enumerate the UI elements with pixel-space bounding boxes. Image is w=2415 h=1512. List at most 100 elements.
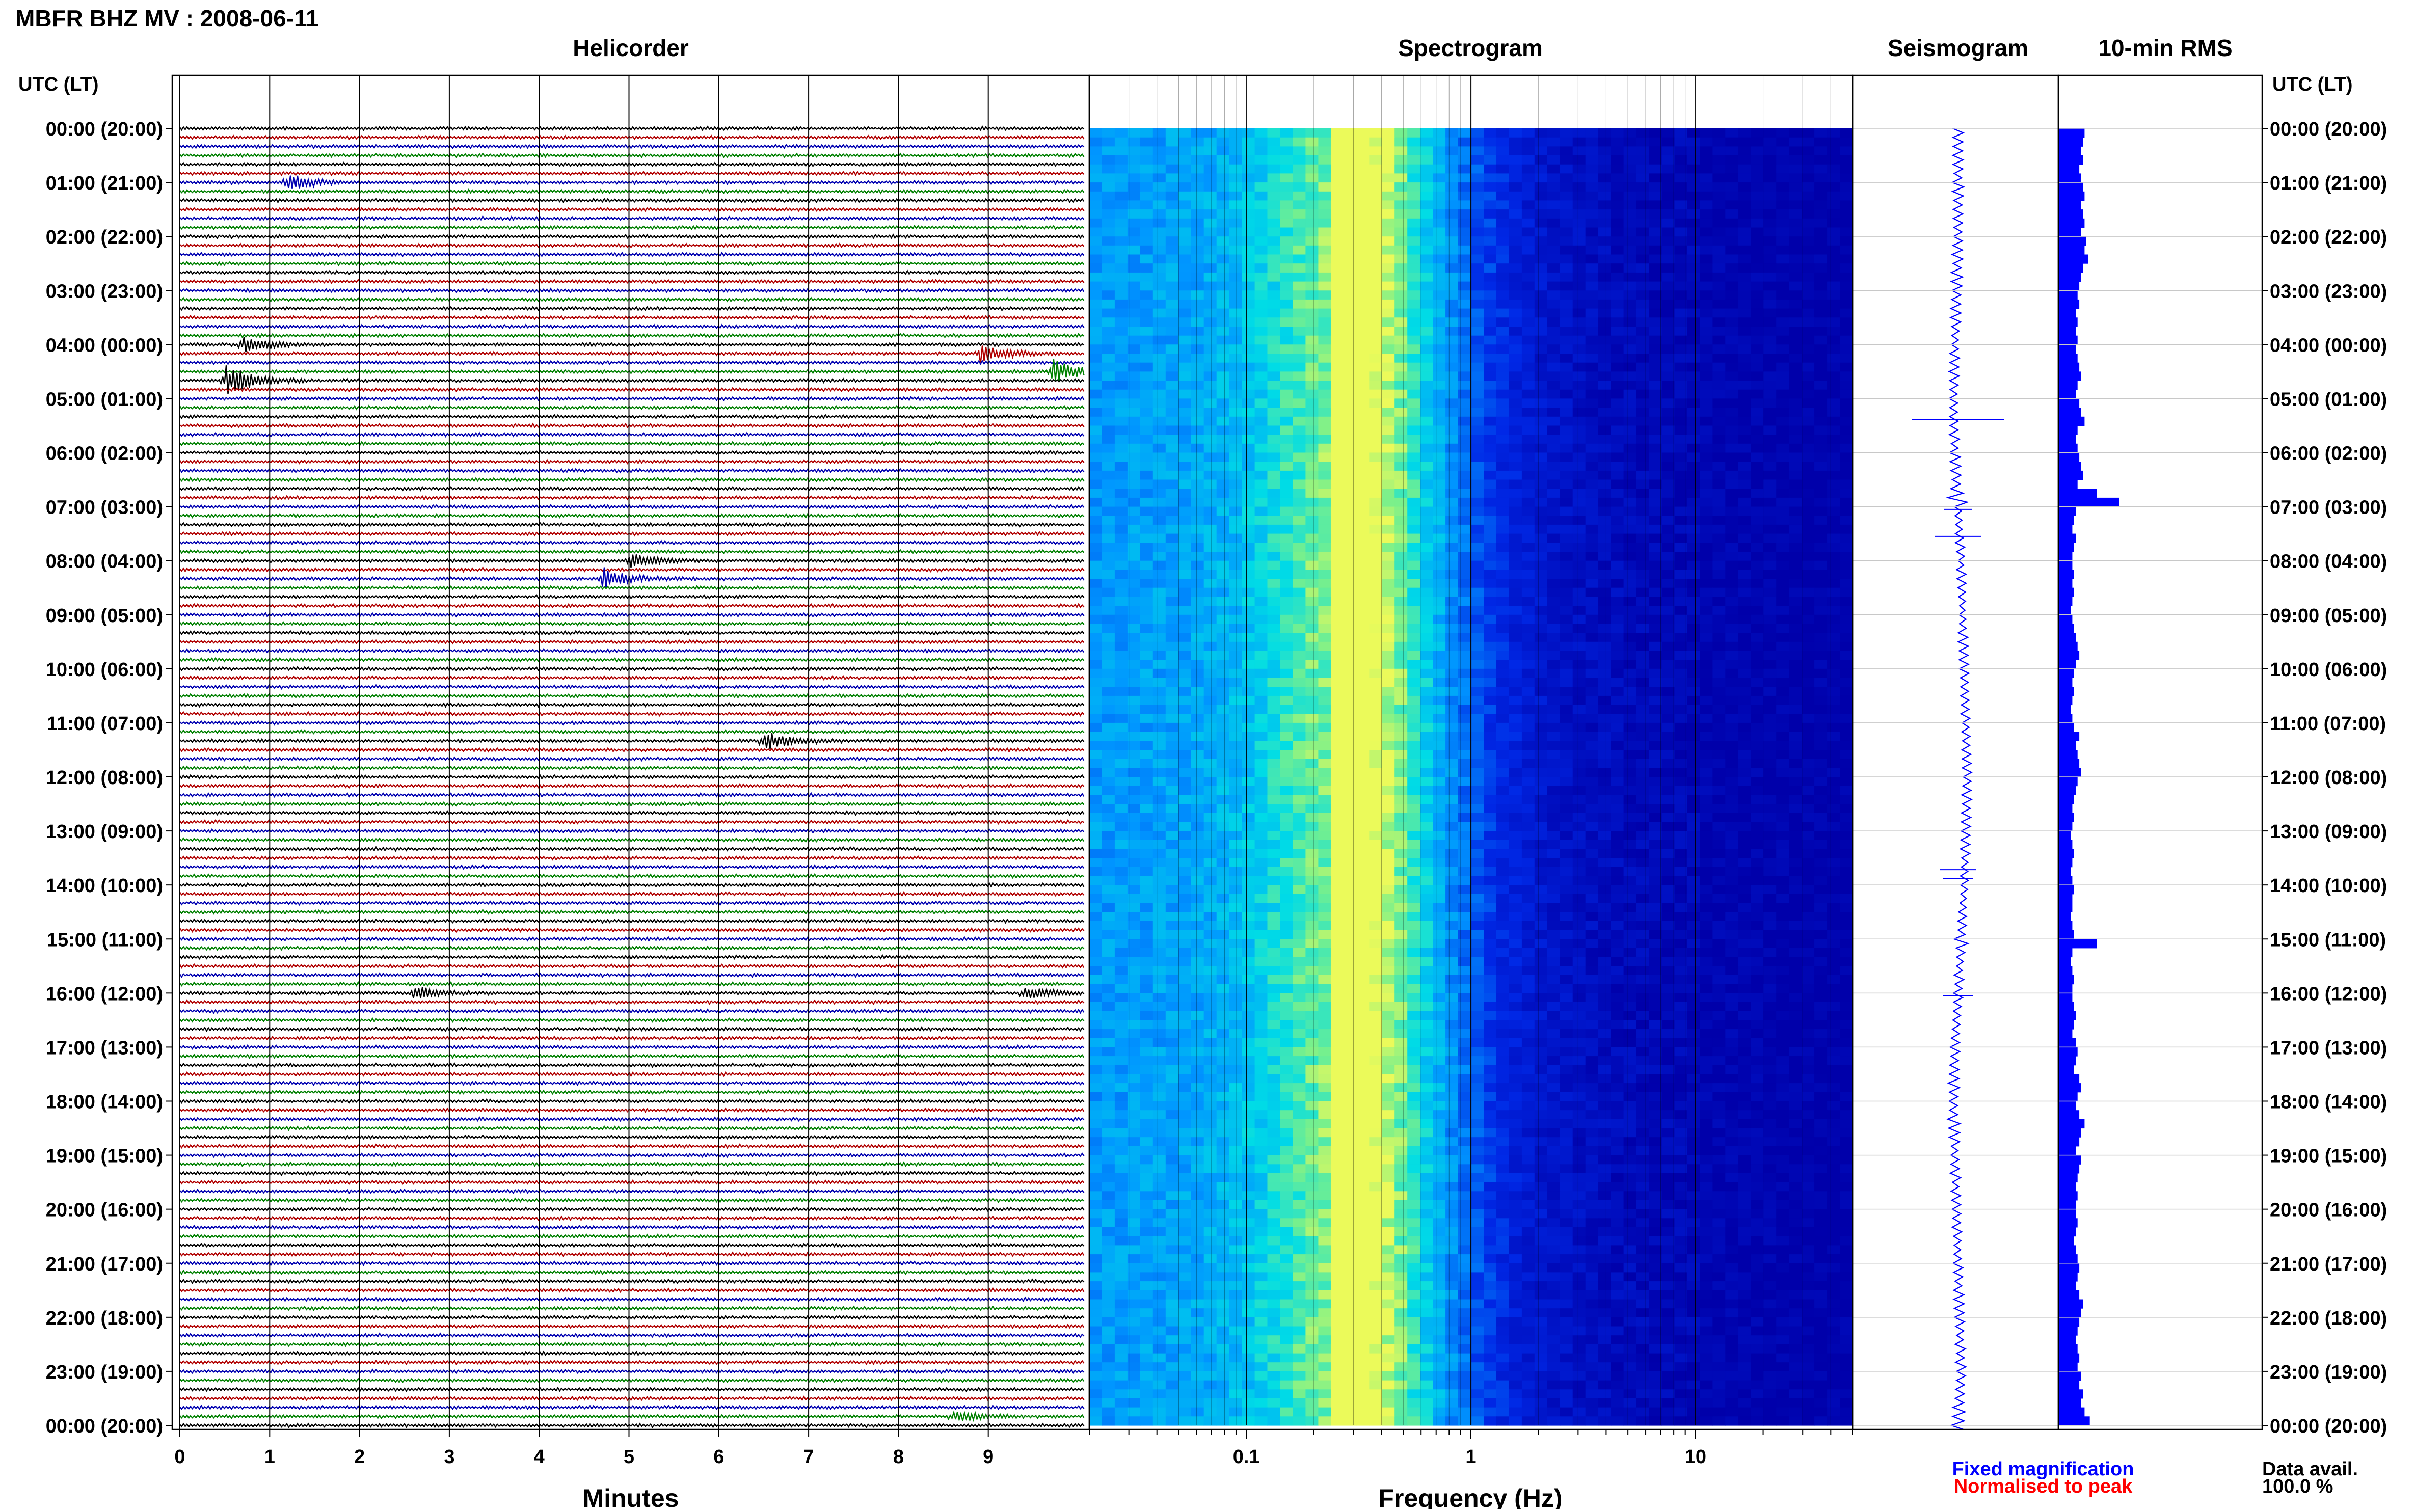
spectrogram-cell bbox=[1127, 516, 1141, 525]
spectrogram-cell bbox=[1763, 155, 1777, 165]
spectrogram-cell bbox=[1776, 335, 1789, 345]
spectrogram-cell bbox=[1712, 543, 1726, 552]
spectrogram-cell bbox=[1687, 543, 1700, 552]
spectrogram-cell bbox=[1178, 524, 1192, 534]
spectrogram-cell bbox=[1445, 678, 1459, 687]
spectrogram-cell bbox=[1789, 695, 1802, 706]
spectrogram-cell bbox=[1191, 137, 1204, 147]
spectrogram-cell bbox=[1267, 425, 1281, 435]
spectrogram-cell bbox=[1636, 236, 1650, 246]
spectrogram-cell bbox=[1216, 813, 1230, 822]
spectrogram-cell bbox=[1445, 443, 1459, 453]
spectrogram-cell bbox=[1458, 533, 1471, 543]
spectrogram-cell bbox=[1521, 804, 1535, 814]
spectrogram-cell bbox=[1802, 606, 1815, 615]
spectrogram-cell bbox=[1114, 795, 1128, 804]
spectrogram-cell bbox=[1140, 290, 1153, 300]
spectrogram-cell bbox=[1751, 597, 1764, 606]
spectrogram-cell bbox=[1152, 227, 1166, 237]
spectrogram-cell bbox=[1344, 470, 1357, 480]
spectrogram-cell bbox=[1344, 822, 1357, 831]
spectrogram-cell bbox=[1382, 245, 1395, 255]
spectrogram-cell bbox=[1191, 668, 1204, 679]
spectrogram-cell bbox=[1827, 552, 1840, 561]
spectrogram-cell bbox=[1242, 678, 1255, 687]
spectrogram-cell bbox=[1344, 272, 1357, 282]
spectrogram-cell bbox=[1789, 389, 1802, 399]
spectrogram-cell bbox=[1127, 705, 1141, 714]
spectrogram-cell bbox=[1521, 560, 1535, 570]
spectrogram-cell bbox=[1140, 722, 1153, 733]
spectrogram-heatmap bbox=[1089, 128, 1853, 1426]
spectrogram-cell bbox=[1280, 470, 1294, 480]
spectrogram-cell bbox=[1827, 560, 1840, 570]
spectrogram-cell bbox=[1725, 479, 1738, 489]
spectrogram-cell bbox=[1560, 705, 1573, 714]
spectrogram-cell bbox=[1140, 678, 1153, 687]
spectrogram-cell bbox=[1560, 425, 1573, 435]
spectrogram-cell bbox=[1560, 804, 1573, 814]
spectrogram-cell bbox=[1611, 867, 1624, 877]
spectrogram-cell bbox=[1242, 389, 1255, 399]
spectrogram-cell bbox=[1585, 362, 1599, 372]
spectrogram-cell bbox=[1802, 173, 1815, 183]
spectrogram-cell bbox=[1242, 533, 1255, 543]
spectrogram-cell bbox=[1102, 560, 1115, 570]
spectrogram-cell bbox=[1382, 705, 1395, 714]
spectrogram-cell bbox=[1114, 695, 1128, 706]
spectrogram-cell bbox=[1420, 732, 1433, 741]
spectrogram-cell bbox=[1458, 164, 1471, 174]
spectrogram-cell bbox=[1445, 218, 1459, 228]
spectrogram-cell bbox=[1484, 272, 1497, 282]
spectrogram-cell bbox=[1102, 606, 1115, 615]
spectrogram-cell bbox=[1687, 164, 1700, 174]
spectrogram-cell bbox=[1242, 641, 1255, 652]
spectrogram-cell bbox=[1280, 587, 1294, 597]
spectrogram-cell bbox=[1433, 641, 1446, 652]
spectrogram-cell bbox=[1152, 470, 1166, 480]
spectrogram-cell bbox=[1114, 668, 1128, 679]
spectrogram-cell bbox=[1267, 462, 1281, 471]
spectrogram-cell bbox=[1789, 777, 1802, 787]
spectrogram-cell bbox=[1763, 281, 1777, 291]
spectrogram-cell bbox=[1407, 335, 1420, 345]
spectrogram-cell bbox=[1458, 678, 1471, 687]
spectrogram-cell bbox=[1521, 660, 1535, 669]
spectrogram-cell bbox=[1649, 155, 1662, 165]
spectrogram-cell bbox=[1534, 660, 1548, 669]
spectrogram-cell bbox=[1293, 624, 1306, 633]
spectrogram-cell bbox=[1382, 606, 1395, 615]
spectrogram-cell bbox=[1369, 408, 1382, 417]
spectrogram-cell bbox=[1776, 155, 1789, 165]
spectrogram-cell bbox=[1318, 732, 1331, 741]
spectrogram-cell bbox=[1331, 506, 1344, 516]
spectrogram-cell bbox=[1331, 831, 1344, 841]
spectrogram-cell bbox=[1674, 524, 1688, 534]
spectrogram-cell bbox=[1560, 840, 1573, 850]
spectrogram-cell bbox=[1674, 660, 1688, 669]
spectrogram-cell bbox=[1763, 813, 1777, 822]
spectrogram-cell bbox=[1700, 182, 1713, 192]
spectrogram-cell bbox=[1789, 452, 1802, 462]
spectrogram-cell bbox=[1242, 281, 1255, 291]
spectrogram-cell bbox=[1254, 759, 1268, 768]
spectrogram-cell bbox=[1229, 299, 1243, 309]
spectrogram-cell bbox=[1674, 327, 1688, 336]
spectrogram-cell bbox=[1445, 804, 1459, 814]
spectrogram-cell bbox=[1254, 272, 1268, 282]
spectrogram-cell bbox=[1674, 804, 1688, 814]
spectrogram-cell bbox=[1521, 200, 1535, 210]
spectrogram-cell bbox=[1127, 597, 1141, 606]
spectrogram-cell bbox=[1267, 182, 1281, 192]
spectrogram-cell bbox=[1407, 317, 1420, 327]
spectrogram-cell bbox=[1089, 290, 1103, 300]
spectrogram-cell bbox=[1254, 236, 1268, 246]
spectrogram-cell bbox=[1369, 695, 1382, 706]
spectrogram-cell bbox=[1674, 362, 1688, 372]
spectrogram-cell bbox=[1331, 479, 1344, 489]
spectrogram-cell bbox=[1534, 786, 1548, 795]
spectrogram-cell bbox=[1802, 462, 1815, 471]
spectrogram-cell bbox=[1267, 831, 1281, 841]
spectrogram-cell bbox=[1763, 236, 1777, 246]
spectrogram-cell bbox=[1687, 560, 1700, 570]
